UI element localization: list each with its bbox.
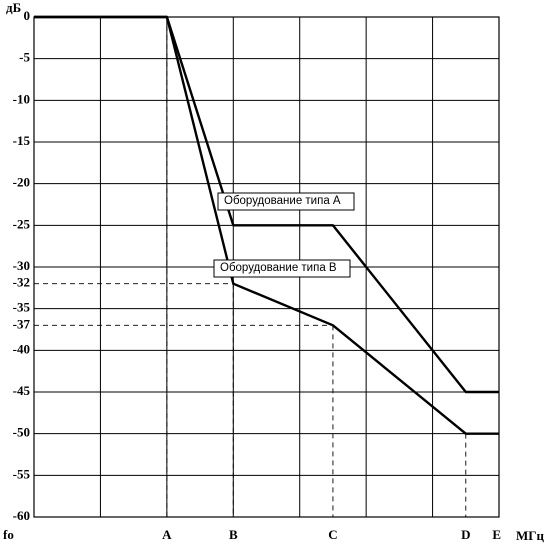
x-tick-labels: fo A B C D E (3, 527, 501, 542)
series-labels: Оборудование типа А Оборудование типа В (213, 192, 355, 278)
axes (33, 16, 500, 518)
x-axis-label: МГц (516, 528, 545, 543)
x-tick-label: fo (3, 527, 14, 542)
y-tick-label: -10 (13, 91, 30, 106)
y-axis-label: дБ (6, 0, 21, 15)
y-tick-label: -5 (19, 50, 30, 65)
x-tick-label: C (328, 527, 337, 542)
series-label-2: Оборудование типа В (220, 262, 337, 274)
y-tick-label: -15 (13, 133, 31, 148)
y-tick-label: -45 (13, 383, 31, 398)
guide-lines (34, 17, 467, 517)
y-tick-label: -20 (13, 175, 30, 190)
series-label-box-2 (213, 259, 351, 278)
y-tick-label: -35 (13, 300, 31, 315)
y-tick-label: -60 (13, 508, 30, 523)
x-tick-label: A (162, 527, 172, 542)
x-tick-label: D (461, 527, 470, 542)
y-tick-labels: 0 -5 -10 -15 -20 -25 -30 -35 -40 -45 -50 -55 -60 -32 -… (13, 8, 31, 523)
series-lines (34, 15, 499, 435)
y-tick-label: -55 (13, 466, 31, 481)
y-tick-label-extra: -32 (13, 275, 30, 290)
y-tick-label: -50 (13, 425, 30, 440)
x-tick-label: B (229, 527, 238, 542)
y-tick-label: -30 (13, 258, 30, 273)
x-tick-label: E (492, 527, 501, 542)
plot-frame (33, 16, 500, 518)
y-tick-label-extra: -37 (13, 316, 31, 331)
y-tick-label: -40 (13, 341, 30, 356)
series-label-1: Оборудование типа А (224, 195, 341, 207)
series-line-2 (34, 15, 499, 435)
y-tick-label: -25 (13, 216, 31, 231)
y-tick-label: 0 (24, 8, 31, 23)
series-label-box-1 (217, 192, 355, 211)
